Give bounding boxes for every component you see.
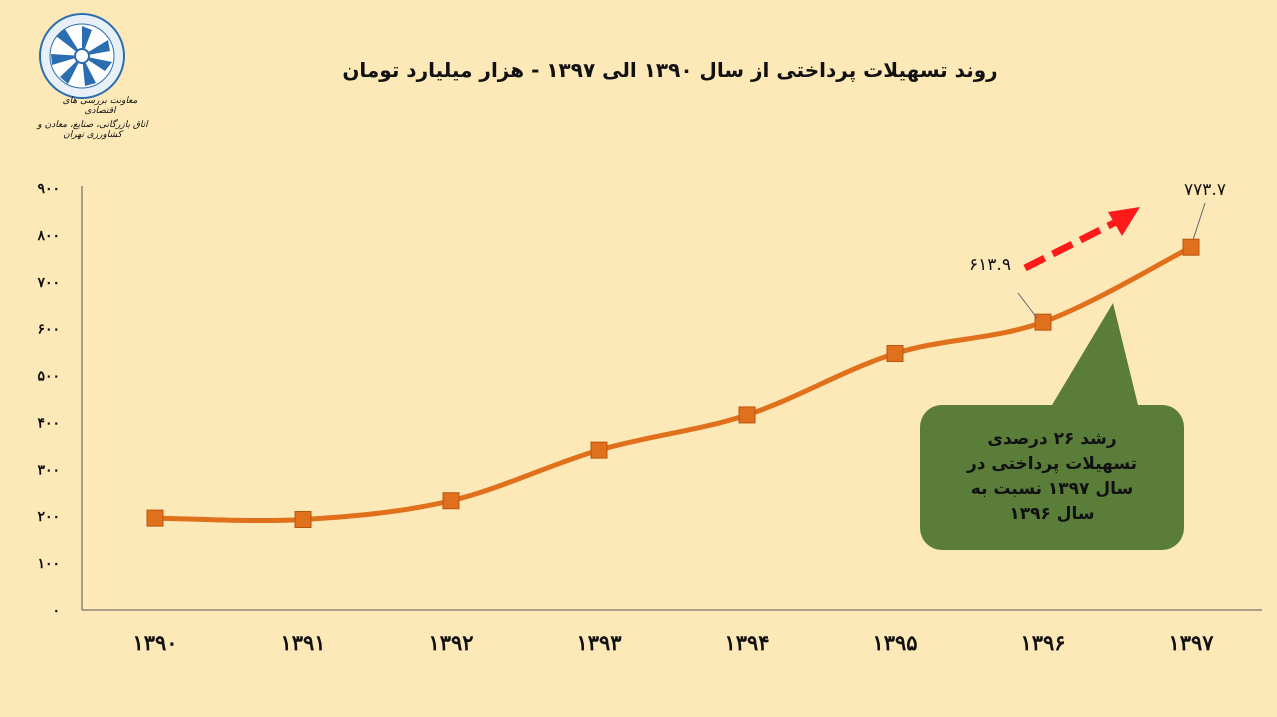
data-point-marker [1034,313,1052,331]
y-tick-label: ۰ [52,603,60,619]
y-axis-ticks: ۰ ۱۰۰ ۲۰۰ ۳۰۰ ۴۰۰ ۵۰۰ ۶۰۰ ۷۰۰ ۸۰۰ ۹۰۰ [36,181,60,619]
y-tick-label: ۹۰۰ [37,181,60,197]
logo-caption-department: معاونت بررسی های اقتصادی [62,96,138,116]
data-series [146,238,1200,529]
growth-arrow-shaft [1023,217,1120,272]
y-tick-label: ۲۰۰ [37,509,60,525]
x-tick-label: ۱۳۹۶ [1020,630,1065,655]
x-tick-label: ۱۳۹۰ [132,630,177,655]
x-tick-label: ۱۳۹۵ [872,630,917,655]
data-point-marker [294,511,312,529]
data-label: ۶۱۳.۹ [969,255,1011,275]
x-tick-label: ۱۳۹۷ [1168,630,1214,655]
y-tick-label: ۸۰۰ [36,228,60,244]
x-tick-label: ۱۳۹۱ [280,630,325,655]
logo-caption-organization: اتاق بازرگانی، صنایع، معادن و کشاورزی ته… [37,120,148,140]
x-tick-label: ۱۳۹۲ [428,630,473,655]
chart-title: روند تسهیلات پرداختی از سال ۱۳۹۰ الی ۱۳۹… [342,58,998,82]
callout-line: سال ۱۳۹۷ نسبت به [970,479,1134,499]
y-tick-label: ۱۰۰ [37,556,60,572]
data-point-marker [738,406,756,424]
callout-pointer [1052,303,1138,405]
y-tick-label: ۷۰۰ [36,275,60,291]
growth-arrow-head [1108,207,1140,236]
callout-box [920,405,1184,550]
x-tick-label: ۱۳۹۳ [576,630,622,655]
data-point-marker [146,509,164,527]
callout-line: سال ۱۳۹۶ [1009,504,1095,524]
x-tick-label: ۱۳۹۴ [724,630,769,655]
data-point-marker [1182,238,1200,256]
data-label: ۷۷۳.۷ [1184,180,1226,200]
series-line [152,244,1194,524]
callout-line: تسهیلات پرداختی در [966,454,1138,474]
y-tick-label: ۶۰۰ [37,322,60,338]
data-point-marker [590,441,608,459]
data-point-marker [886,345,904,363]
org-logo-icon [39,13,125,99]
y-tick-label: ۴۰۰ [37,415,60,431]
data-point-marker [442,492,460,510]
y-tick-label: ۵۰۰ [37,369,60,385]
x-axis-ticks: ۱۳۹۰ ۱۳۹۱ ۱۳۹۲ ۱۳۹۳ ۱۳۹۴ ۱۳۹۵ ۱۳۹۶ ۱۳۹۷ [132,630,1214,655]
chart-annotations: ۶۱۳.۹ ۷۷۳.۷ [920,180,1226,550]
data-label-leader [1017,292,1038,319]
data-label-leader [1192,202,1206,241]
chart-axes [81,186,1262,611]
y-tick-label: ۳۰۰ [37,462,60,478]
growth-callout-text: رشد ۲۶ درصدی تسهیلات پرداختی در سال ۱۳۹۷… [928,412,1176,542]
callout-line: رشد ۲۶ درصدی [987,429,1117,449]
